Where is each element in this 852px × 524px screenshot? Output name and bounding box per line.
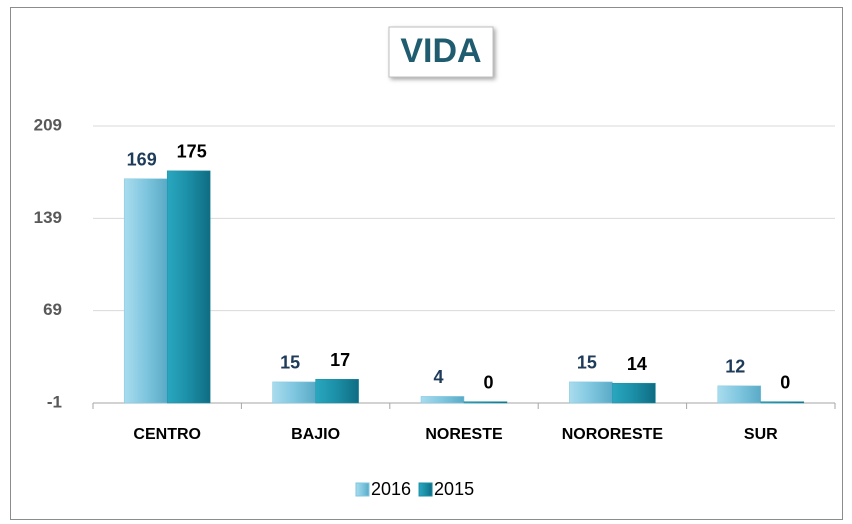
- legend-label: 2016: [371, 479, 411, 499]
- bar: [272, 381, 316, 404]
- legend-swatch: [355, 482, 370, 497]
- bar: [123, 178, 168, 404]
- bar: [612, 382, 656, 404]
- value-label: 14: [627, 354, 647, 374]
- bar: [760, 401, 805, 404]
- value-label: 169: [127, 150, 157, 170]
- bar: [166, 170, 211, 404]
- x-tick-label: BAJIO: [291, 426, 340, 443]
- bar: [463, 401, 508, 404]
- bar: [420, 396, 465, 404]
- value-label: 12: [725, 357, 745, 377]
- y-tick-label: 209: [34, 115, 62, 134]
- bar: [717, 385, 762, 404]
- value-label: 4: [433, 367, 443, 387]
- value-label: 0: [483, 372, 493, 392]
- x-tick-label: CENTRO: [133, 426, 201, 443]
- y-tick-label: -1: [47, 392, 62, 411]
- value-label: 175: [177, 142, 207, 162]
- x-tick-label: NORORESTE: [562, 426, 664, 443]
- chart-title: VIDA: [400, 32, 481, 70]
- legend-swatch: [418, 482, 433, 497]
- value-label: 15: [577, 353, 597, 373]
- bar: [315, 379, 359, 404]
- value-label: 0: [780, 372, 790, 392]
- title-box: [388, 26, 494, 78]
- legend-label: 2015: [434, 479, 474, 499]
- bar: [569, 381, 613, 404]
- x-tick-label: SUR: [744, 426, 778, 443]
- value-label: 17: [330, 350, 350, 370]
- value-label: 15: [280, 353, 300, 373]
- x-tick-label: NORESTE: [425, 426, 503, 443]
- y-tick-label: 69: [43, 300, 62, 319]
- y-tick-label: 139: [34, 208, 62, 227]
